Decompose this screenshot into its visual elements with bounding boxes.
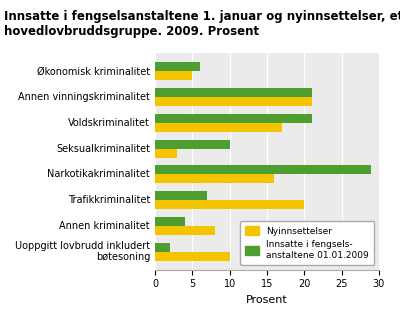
Bar xyxy=(155,149,177,158)
Bar xyxy=(155,200,304,209)
Bar xyxy=(155,140,230,149)
Bar xyxy=(155,165,372,174)
Text: Innsatte i fengselsanstaltene 1. januar og nyinnsettelser, etter
hovedlovbruddsg: Innsatte i fengselsanstaltene 1. januar … xyxy=(4,10,400,38)
Legend: Nyinnsettelser, Innsatte i fengsels-
anstaltene 01.01.2009: Nyinnsettelser, Innsatte i fengsels- ans… xyxy=(240,221,374,265)
X-axis label: Prosent: Prosent xyxy=(246,295,288,305)
Bar xyxy=(155,252,230,261)
Bar xyxy=(155,174,274,183)
Bar xyxy=(155,114,312,123)
Bar xyxy=(155,62,200,71)
Bar xyxy=(155,123,282,132)
Bar xyxy=(155,88,312,97)
Bar xyxy=(155,191,207,200)
Bar xyxy=(155,243,170,252)
Bar xyxy=(155,226,215,235)
Bar xyxy=(155,71,192,80)
Bar xyxy=(155,217,185,226)
Bar xyxy=(155,97,312,106)
